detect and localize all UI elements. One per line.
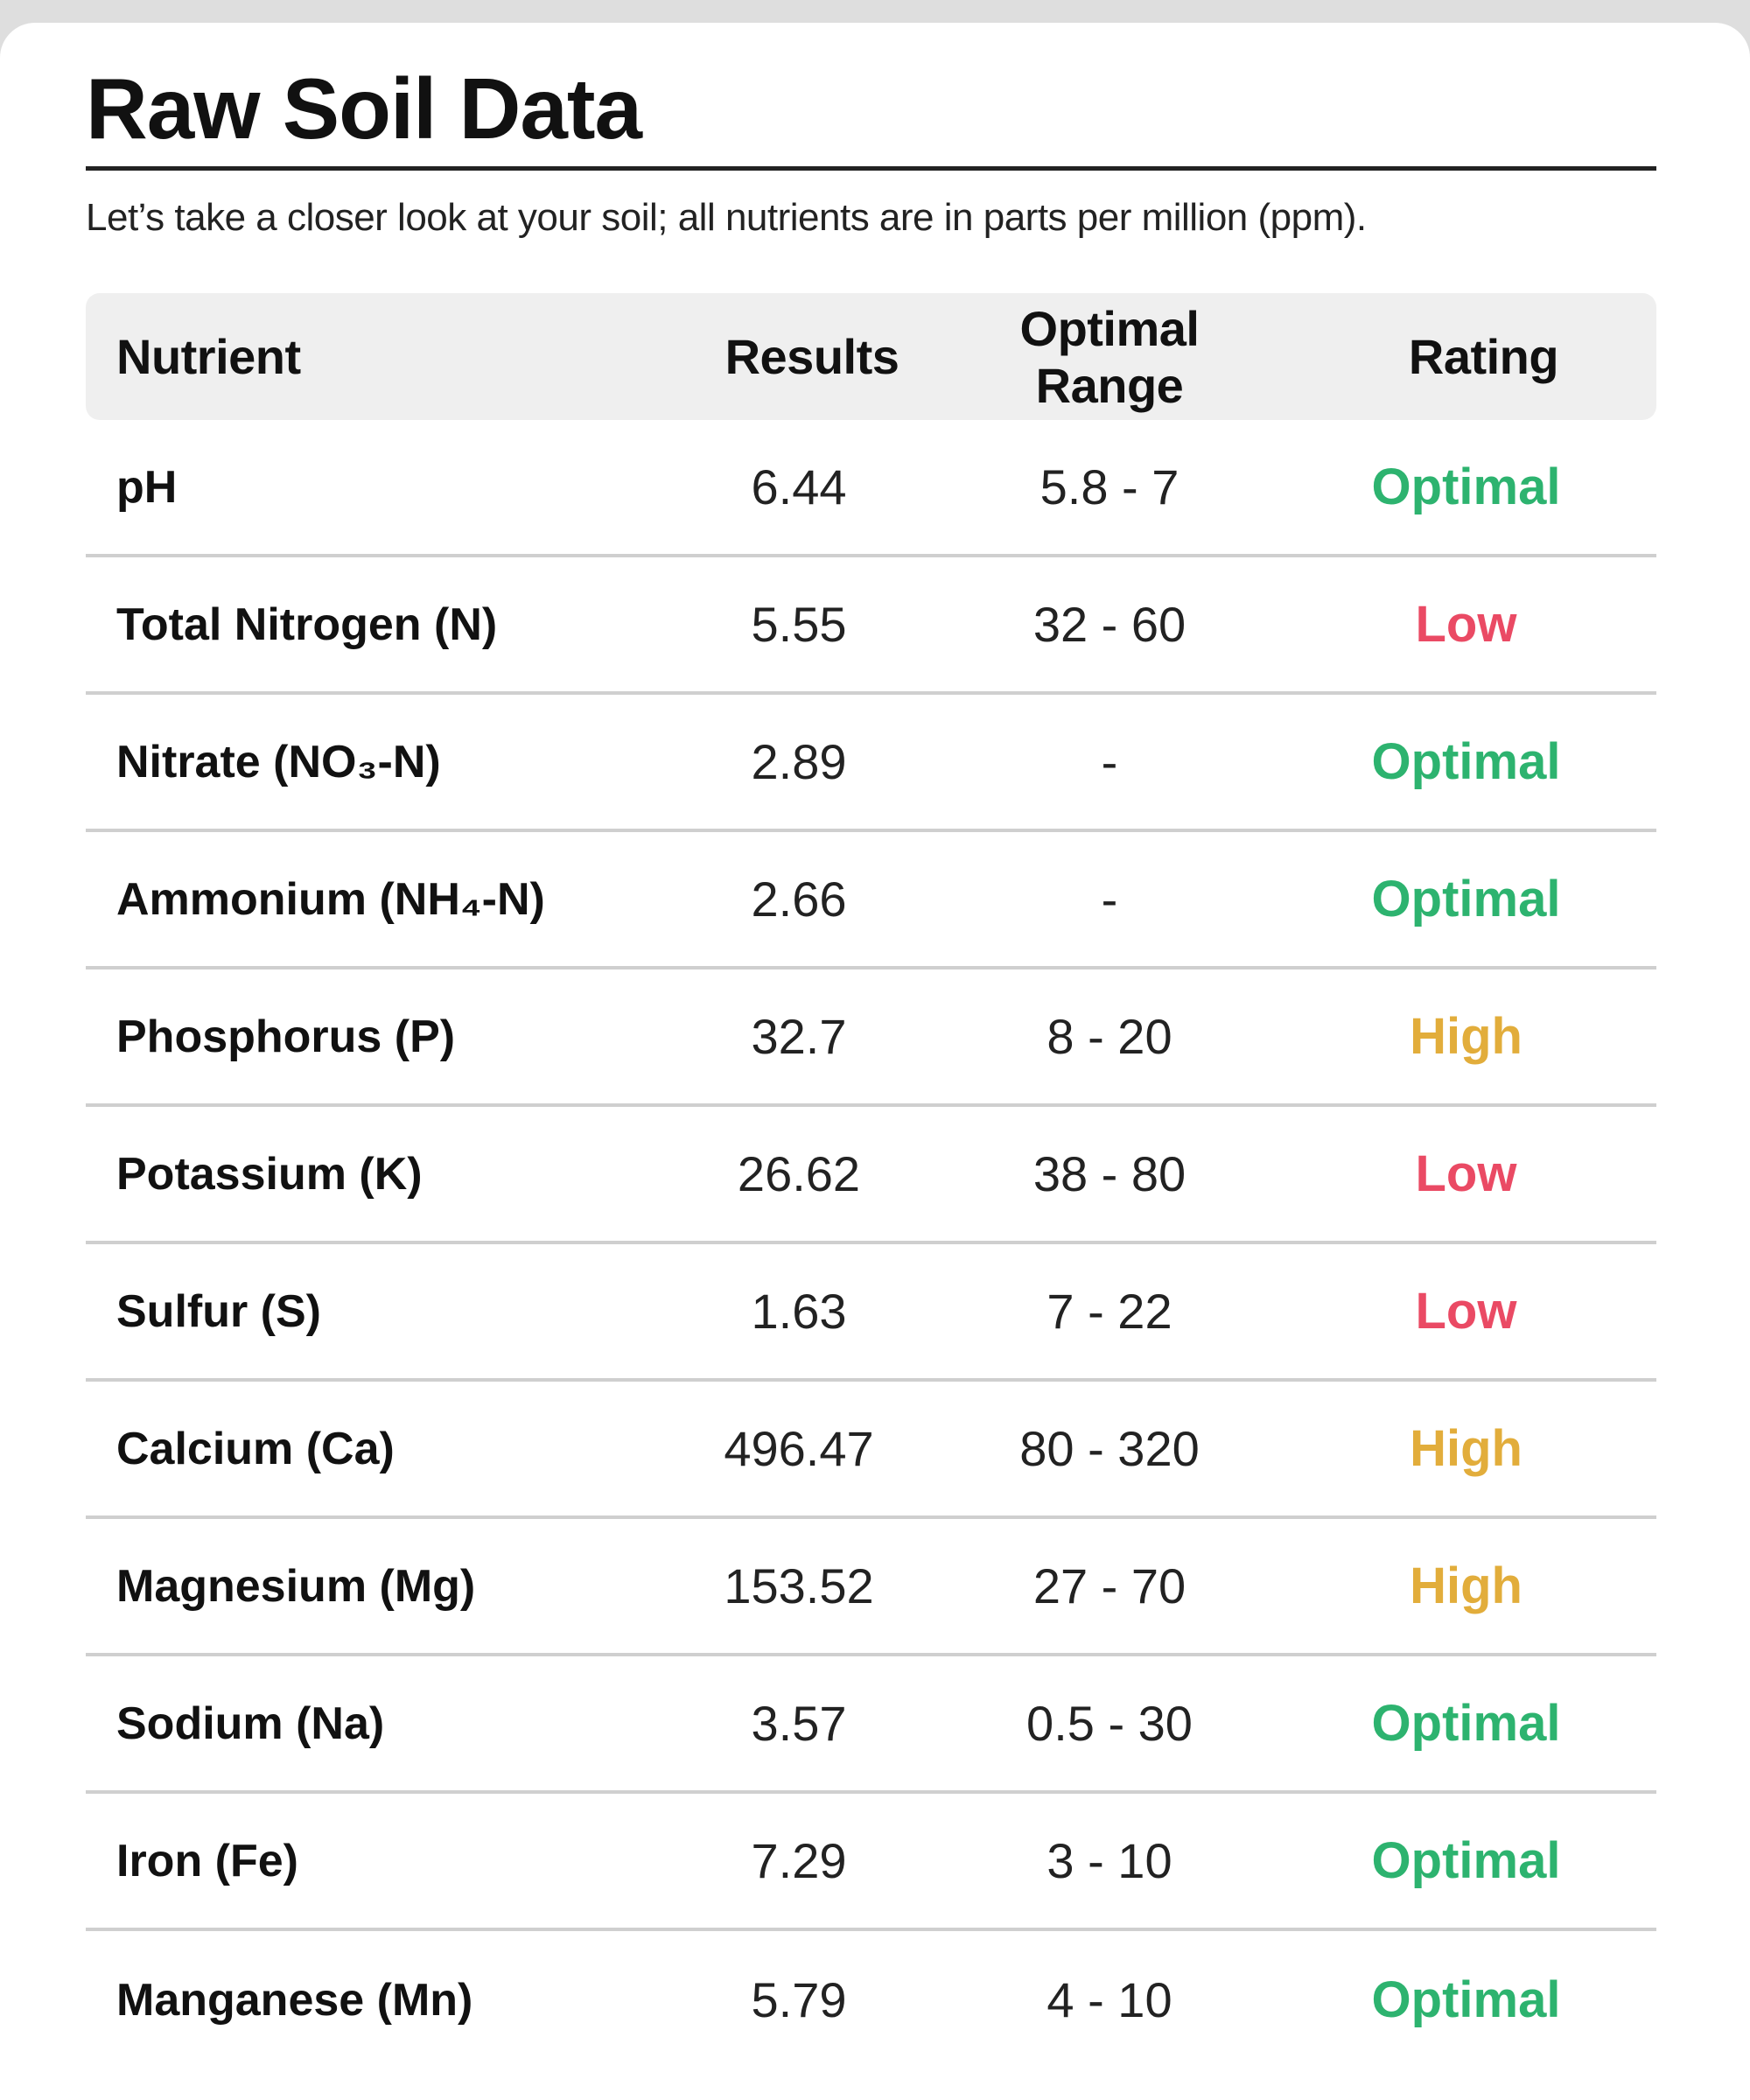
table-header: Nutrient Results Optimal Range Rating: [86, 293, 1656, 420]
rating-cell: Low: [1415, 1145, 1517, 1202]
optimal-range-cell: 4 - 10: [1046, 1972, 1172, 2027]
nutrient-cell: Ammonium (NH₄-N): [116, 873, 545, 925]
result-cell: 5.79: [751, 1972, 847, 2027]
soil-data-table: Nutrient Results Optimal Range Rating pH…: [86, 293, 1656, 2068]
nutrient-cell: Nitrate (NO₃-N): [116, 736, 441, 788]
optimal-range-cell: 8 - 20: [1046, 1009, 1172, 1064]
result-cell: 6.44: [751, 459, 847, 514]
nutrient-cell: Magnesium (Mg): [116, 1560, 476, 1612]
rating-cell: High: [1410, 1008, 1522, 1065]
rating-cell: Low: [1415, 596, 1517, 653]
optimal-range-cell: 32 - 60: [1032, 597, 1186, 652]
table-row: Potassium (K) 26.62 38 - 80 Low: [86, 1107, 1656, 1244]
rating-cell: Optimal: [1371, 1971, 1561, 2028]
table-row: Manganese (Mn) 5.79 4 - 10 Optimal: [86, 1931, 1656, 2068]
optimal-range-cell: -: [1101, 734, 1118, 789]
rating-cell: Optimal: [1371, 1695, 1561, 1752]
table-row: Phosphorus (P) 32.7 8 - 20 High: [86, 970, 1656, 1107]
table-row: Calcium (Ca) 496.47 80 - 320 High: [86, 1382, 1656, 1519]
rating-cell: High: [1410, 1420, 1522, 1477]
nutrient-cell: Manganese (Mn): [116, 1974, 473, 2026]
nutrient-cell: Iron (Fe): [116, 1835, 298, 1886]
header-optimal-range: Optimal Range: [1019, 300, 1200, 413]
title-divider: [86, 166, 1656, 171]
optimal-range-cell: 80 - 320: [1019, 1421, 1200, 1476]
header-rating: Rating: [1408, 329, 1559, 384]
nutrient-cell: Total Nitrogen (N): [116, 598, 498, 650]
result-cell: 1.63: [751, 1284, 847, 1339]
page-subtitle: Let’s take a closer look at your soil; a…: [86, 196, 1367, 239]
header-nutrient: Nutrient: [116, 329, 301, 384]
optimal-range-cell: 7 - 22: [1046, 1284, 1172, 1339]
optimal-range-cell: 38 - 80: [1032, 1146, 1186, 1201]
optimal-range-cell: 5.8 - 7: [1040, 459, 1180, 514]
table-row: pH 6.44 5.8 - 7 Optimal: [86, 420, 1656, 557]
soil-data-card: Raw Soil Data Let’s take a closer look a…: [0, 23, 1750, 2100]
rating-cell: Optimal: [1371, 733, 1561, 790]
nutrient-cell: Calcium (Ca): [116, 1423, 395, 1474]
result-cell: 7.29: [751, 1833, 847, 1888]
header-results: Results: [724, 329, 900, 384]
table-row: Sodium (Na) 3.57 0.5 - 30 Optimal: [86, 1656, 1656, 1794]
optimal-range-cell: -: [1101, 872, 1118, 927]
result-cell: 32.7: [751, 1009, 847, 1064]
card-content: Raw Soil Data Let’s take a closer look a…: [86, 23, 1656, 2068]
rating-cell: High: [1410, 1558, 1522, 1614]
result-cell: 2.66: [751, 872, 847, 927]
optimal-range-cell: 3 - 10: [1046, 1833, 1172, 1888]
result-cell: 3.57: [751, 1696, 847, 1751]
result-cell: 5.55: [751, 597, 847, 652]
optimal-range-cell: 0.5 - 30: [1026, 1696, 1193, 1751]
table-row: Sulfur (S) 1.63 7 - 22 Low: [86, 1244, 1656, 1382]
rating-cell: Low: [1415, 1283, 1517, 1340]
optimal-range-cell: 27 - 70: [1032, 1558, 1186, 1614]
table-row: Iron (Fe) 7.29 3 - 10 Optimal: [86, 1794, 1656, 1931]
result-cell: 26.62: [737, 1146, 861, 1201]
table-body: pH 6.44 5.8 - 7 Optimal Total Nitrogen (…: [86, 420, 1656, 2068]
page-title: Raw Soil Data: [86, 60, 642, 157]
rating-cell: Optimal: [1371, 458, 1561, 515]
table-row: Nitrate (NO₃-N) 2.89 - Optimal: [86, 695, 1656, 832]
rating-cell: Optimal: [1371, 1832, 1561, 1889]
result-cell: 153.52: [724, 1558, 874, 1614]
nutrient-cell: Phosphorus (P): [116, 1011, 456, 1062]
nutrient-cell: Potassium (K): [116, 1148, 423, 1200]
nutrient-cell: pH: [116, 461, 178, 513]
result-cell: 496.47: [724, 1421, 874, 1476]
table-row: Magnesium (Mg) 153.52 27 - 70 High: [86, 1519, 1656, 1656]
nutrient-cell: Sodium (Na): [116, 1698, 385, 1749]
result-cell: 2.89: [751, 734, 847, 789]
rating-cell: Optimal: [1371, 871, 1561, 928]
nutrient-cell: Sulfur (S): [116, 1285, 321, 1337]
table-row: Ammonium (NH₄-N) 2.66 - Optimal: [86, 832, 1656, 970]
table-row: Total Nitrogen (N) 5.55 32 - 60 Low: [86, 557, 1656, 695]
